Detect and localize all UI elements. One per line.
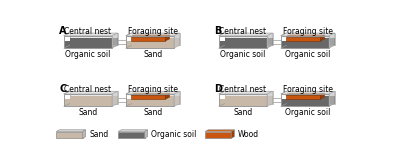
Polygon shape (281, 91, 334, 94)
Text: Organic soil: Organic soil (151, 130, 197, 139)
Polygon shape (329, 38, 334, 48)
Polygon shape (70, 91, 118, 104)
Polygon shape (144, 130, 148, 138)
Polygon shape (205, 130, 234, 132)
Polygon shape (281, 33, 334, 36)
Text: Organic soil: Organic soil (285, 50, 330, 59)
Polygon shape (205, 132, 231, 138)
Text: Organic soil: Organic soil (220, 50, 266, 59)
Polygon shape (70, 38, 118, 45)
Polygon shape (281, 41, 329, 48)
Text: Sand: Sand (233, 108, 253, 117)
Polygon shape (131, 35, 170, 37)
Polygon shape (286, 91, 334, 104)
Text: Foraging site: Foraging site (283, 27, 333, 36)
Polygon shape (224, 96, 272, 104)
Polygon shape (64, 33, 118, 36)
Text: Central nest: Central nest (64, 27, 112, 36)
Polygon shape (132, 96, 180, 104)
Polygon shape (224, 38, 272, 45)
Text: C: C (59, 84, 66, 94)
Polygon shape (56, 130, 86, 132)
Polygon shape (286, 38, 334, 45)
Text: Central nest: Central nest (64, 85, 112, 94)
Polygon shape (320, 35, 324, 41)
Polygon shape (118, 132, 144, 138)
Text: Sand: Sand (89, 130, 109, 139)
Polygon shape (329, 91, 334, 106)
Polygon shape (174, 96, 180, 106)
Polygon shape (174, 38, 180, 48)
Polygon shape (267, 33, 272, 48)
Text: B: B (214, 25, 222, 36)
Polygon shape (286, 93, 324, 95)
Polygon shape (132, 33, 180, 45)
Polygon shape (112, 33, 118, 48)
Polygon shape (82, 130, 86, 138)
Polygon shape (131, 95, 165, 99)
Polygon shape (64, 91, 118, 94)
Polygon shape (329, 96, 334, 106)
Text: Organic soil: Organic soil (65, 50, 111, 59)
Polygon shape (131, 93, 170, 95)
Text: A: A (59, 25, 67, 36)
Polygon shape (286, 33, 334, 45)
Polygon shape (126, 33, 180, 36)
Text: Central nest: Central nest (220, 85, 266, 94)
Polygon shape (126, 99, 174, 106)
Polygon shape (64, 41, 112, 48)
Polygon shape (112, 38, 118, 48)
Polygon shape (132, 91, 180, 104)
Polygon shape (132, 38, 180, 45)
Text: D: D (214, 84, 222, 94)
Polygon shape (286, 96, 334, 104)
Text: Sand: Sand (143, 50, 162, 59)
Polygon shape (131, 37, 165, 41)
Polygon shape (286, 35, 324, 37)
Text: Wood: Wood (238, 130, 259, 139)
Text: Foraging site: Foraging site (128, 85, 178, 94)
Polygon shape (112, 96, 118, 106)
Polygon shape (56, 132, 82, 138)
Polygon shape (329, 33, 334, 48)
Polygon shape (112, 91, 118, 106)
Polygon shape (219, 99, 267, 106)
Polygon shape (286, 37, 320, 41)
Polygon shape (231, 130, 234, 138)
Text: Sand: Sand (78, 108, 98, 117)
Polygon shape (224, 91, 272, 104)
Polygon shape (224, 33, 272, 45)
Text: Central nest: Central nest (220, 27, 266, 36)
Polygon shape (174, 33, 180, 48)
Polygon shape (165, 93, 170, 99)
Polygon shape (174, 91, 180, 106)
Polygon shape (118, 130, 148, 132)
Polygon shape (219, 91, 272, 94)
Text: Sand: Sand (143, 108, 162, 117)
Polygon shape (267, 38, 272, 48)
Polygon shape (64, 99, 112, 106)
Polygon shape (219, 41, 267, 48)
Polygon shape (267, 96, 272, 106)
Polygon shape (165, 35, 170, 41)
Polygon shape (126, 91, 180, 94)
Text: Organic soil: Organic soil (285, 108, 330, 117)
Polygon shape (286, 95, 320, 99)
Polygon shape (126, 41, 174, 48)
Polygon shape (267, 91, 272, 106)
Polygon shape (219, 33, 272, 36)
Polygon shape (281, 99, 329, 106)
Polygon shape (70, 96, 118, 104)
Text: Foraging site: Foraging site (283, 85, 333, 94)
Polygon shape (70, 33, 118, 45)
Polygon shape (320, 93, 324, 99)
Text: Foraging site: Foraging site (128, 27, 178, 36)
